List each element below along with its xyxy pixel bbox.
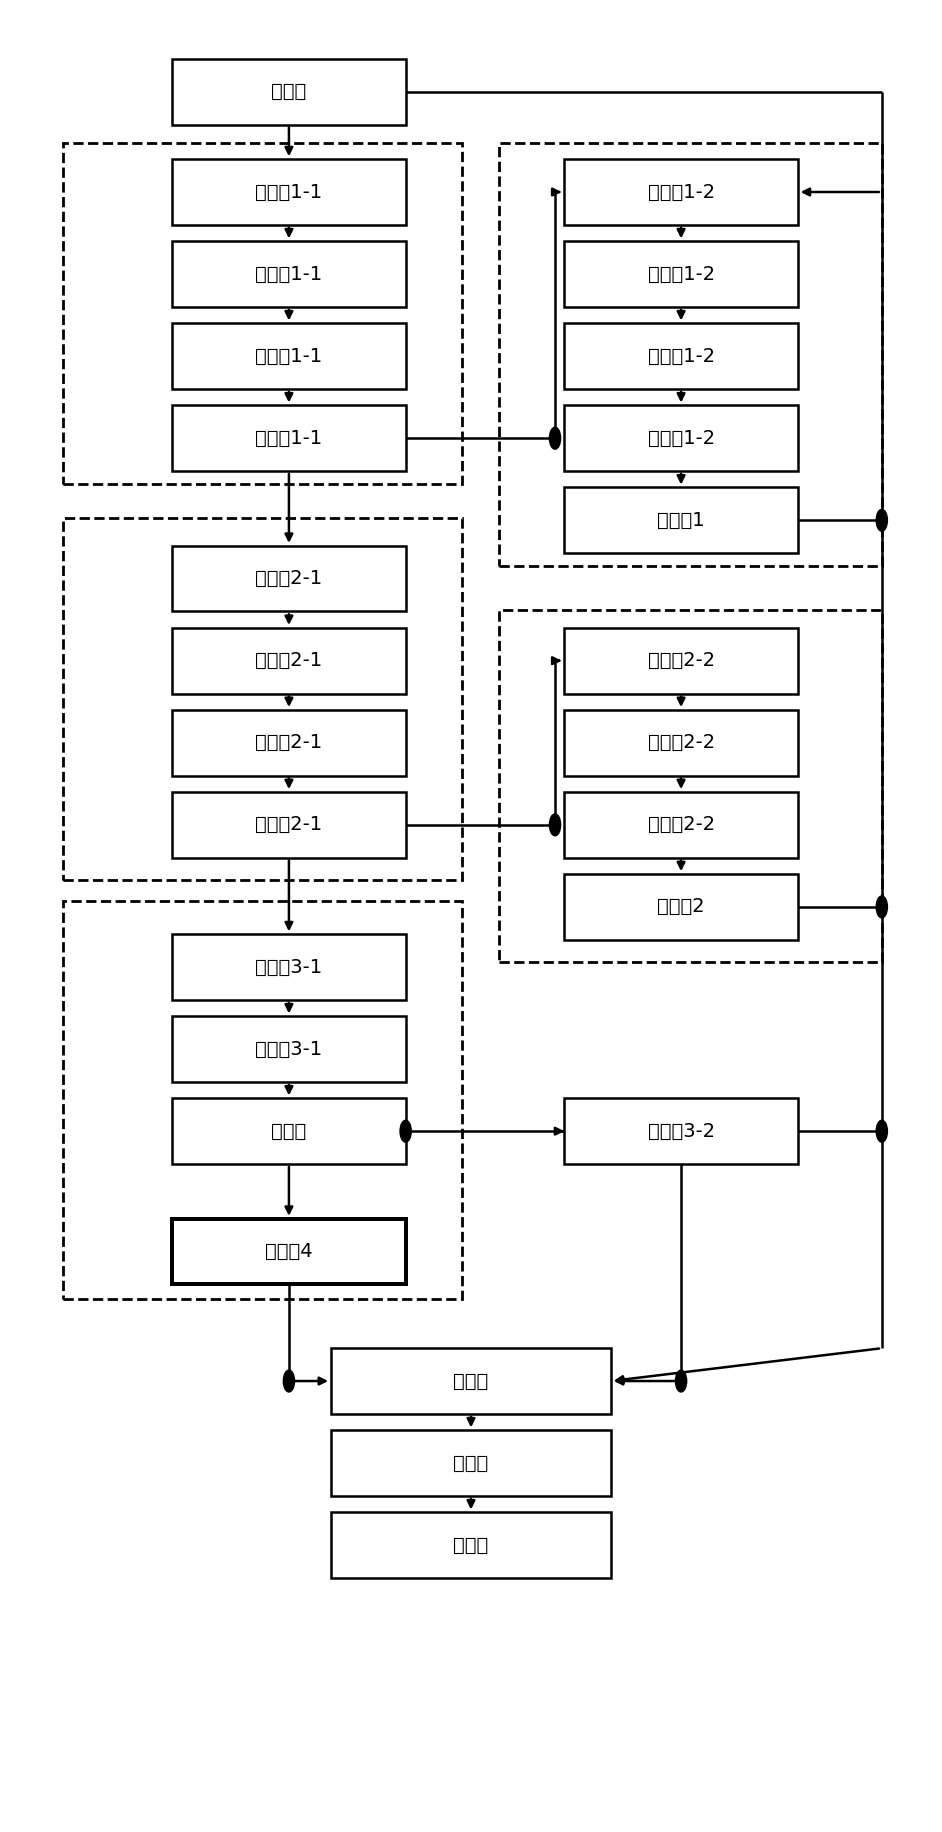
- Text: 归一兵1-1: 归一兵1-1: [255, 264, 322, 284]
- Circle shape: [549, 813, 560, 835]
- Text: 分类层: 分类层: [453, 1453, 489, 1473]
- FancyBboxPatch shape: [564, 628, 798, 694]
- Text: 卷积兵1-1: 卷积兵1-1: [255, 183, 322, 202]
- FancyBboxPatch shape: [172, 1017, 406, 1083]
- FancyBboxPatch shape: [564, 322, 798, 388]
- Text: 全连接3-1: 全连接3-1: [255, 958, 322, 976]
- Text: 激活兵1-2: 激活兵1-2: [647, 346, 715, 366]
- Text: 激活兵2-2: 激活兵2-2: [647, 815, 715, 834]
- Text: 损失层: 损失层: [453, 1535, 489, 1555]
- FancyBboxPatch shape: [172, 546, 406, 612]
- Text: 激活兵1-1: 激活兵1-1: [255, 346, 322, 366]
- Text: 卷积兵1-2: 卷积兵1-2: [647, 183, 715, 202]
- FancyBboxPatch shape: [172, 59, 406, 125]
- FancyBboxPatch shape: [172, 1099, 406, 1163]
- FancyBboxPatch shape: [172, 322, 406, 388]
- Text: 卷积兵2-1: 卷积兵2-1: [255, 570, 322, 588]
- FancyBboxPatch shape: [564, 711, 798, 775]
- Circle shape: [400, 1119, 412, 1141]
- Circle shape: [876, 509, 887, 531]
- FancyBboxPatch shape: [564, 405, 798, 471]
- Circle shape: [549, 427, 560, 449]
- FancyBboxPatch shape: [564, 791, 798, 857]
- Text: 全连接3-2: 全连接3-2: [647, 1121, 715, 1141]
- Text: 池化兵1-1: 池化兵1-1: [255, 429, 322, 447]
- Circle shape: [876, 1119, 887, 1141]
- FancyBboxPatch shape: [331, 1431, 611, 1497]
- Text: 归一兵1-2: 归一兵1-2: [647, 264, 715, 284]
- FancyBboxPatch shape: [172, 628, 406, 694]
- FancyBboxPatch shape: [172, 1218, 406, 1284]
- FancyBboxPatch shape: [172, 711, 406, 775]
- FancyBboxPatch shape: [564, 1099, 798, 1163]
- Text: 输入层: 输入层: [271, 82, 306, 101]
- FancyBboxPatch shape: [172, 159, 406, 225]
- FancyBboxPatch shape: [172, 405, 406, 471]
- Text: 全连接4: 全连接4: [265, 1242, 313, 1260]
- Text: 融合层: 融合层: [453, 1372, 489, 1390]
- Text: 归一兵2-2: 归一兵2-2: [647, 733, 715, 753]
- Text: 全连接2: 全连接2: [658, 898, 705, 916]
- FancyBboxPatch shape: [172, 242, 406, 308]
- Circle shape: [284, 1370, 295, 1392]
- Text: 激活兵2-1: 激活兵2-1: [255, 733, 322, 753]
- FancyBboxPatch shape: [172, 934, 406, 1000]
- Text: 激活兵3-1: 激活兵3-1: [255, 1039, 322, 1059]
- Text: 全连接1: 全连接1: [658, 511, 705, 529]
- Text: 归一兵2-1: 归一兵2-1: [255, 650, 322, 671]
- FancyBboxPatch shape: [564, 487, 798, 553]
- Text: 池化兵1-2: 池化兵1-2: [647, 429, 715, 447]
- FancyBboxPatch shape: [331, 1348, 611, 1414]
- FancyBboxPatch shape: [564, 159, 798, 225]
- FancyBboxPatch shape: [172, 791, 406, 857]
- FancyBboxPatch shape: [564, 874, 798, 940]
- Text: 卷积兵2-2: 卷积兵2-2: [647, 650, 715, 671]
- FancyBboxPatch shape: [331, 1513, 611, 1577]
- Circle shape: [876, 896, 887, 918]
- Text: 池化兵2-1: 池化兵2-1: [255, 815, 322, 834]
- FancyBboxPatch shape: [564, 242, 798, 308]
- Text: 丢失层: 丢失层: [271, 1121, 306, 1141]
- Circle shape: [675, 1370, 687, 1392]
